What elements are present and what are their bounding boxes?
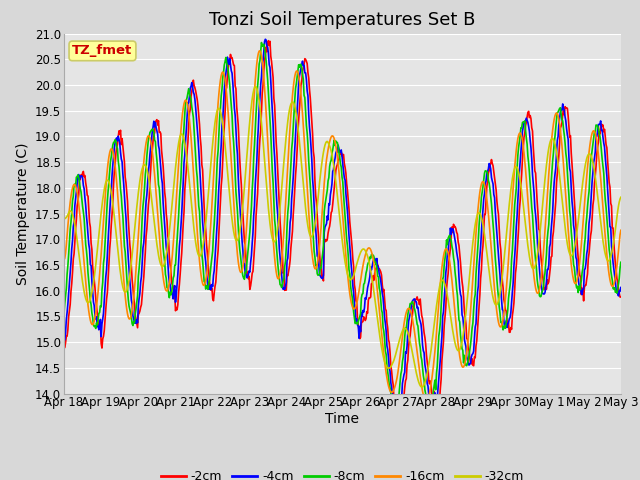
- Title: Tonzi Soil Temperatures Set B: Tonzi Soil Temperatures Set B: [209, 11, 476, 29]
- X-axis label: Time: Time: [325, 412, 360, 426]
- Legend: -2cm, -4cm, -8cm, -16cm, -32cm: -2cm, -4cm, -8cm, -16cm, -32cm: [156, 465, 529, 480]
- Y-axis label: Soil Temperature (C): Soil Temperature (C): [15, 143, 29, 285]
- Text: TZ_fmet: TZ_fmet: [72, 44, 132, 58]
